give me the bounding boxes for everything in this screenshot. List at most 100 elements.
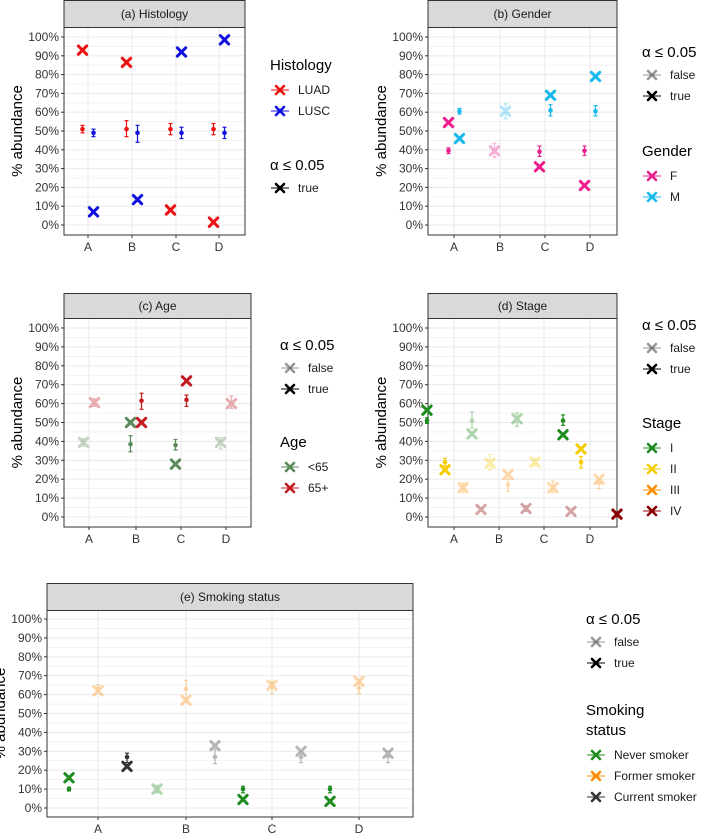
y-tick-label: 0% (42, 218, 60, 232)
legend-x-icon (274, 84, 286, 96)
observed-x-marker (76, 44, 89, 56)
y-tick-label: 50% (399, 124, 423, 138)
mean-point (183, 686, 189, 692)
legend-title: status (586, 722, 626, 739)
y-tick-label: 30% (399, 453, 423, 467)
point-group (169, 438, 182, 470)
legend-x-icon (646, 484, 658, 496)
y-tick-label: 100% (11, 612, 42, 626)
point-group (353, 675, 365, 695)
panel-title: (d) Stage (498, 299, 548, 313)
observed-x-marker (502, 468, 514, 481)
x-tick-label: C (541, 240, 550, 254)
mean-point (548, 108, 553, 113)
legend-title: Gender (642, 143, 692, 160)
legend: α ≤ 0.05 false true Age<65 65+ (280, 337, 334, 495)
mean-point (487, 460, 493, 466)
legend-x-icon (646, 363, 658, 375)
sig-legend-title: α ≤ 0.05 (642, 44, 696, 61)
legend-x-icon (590, 791, 602, 803)
y-tick-label: 90% (35, 49, 59, 63)
observed-x-marker (488, 145, 501, 157)
mean-point (582, 148, 587, 154)
mean-point (222, 130, 227, 136)
y-tick-label: 40% (35, 143, 59, 157)
y-tick-label: 70% (399, 378, 423, 392)
y-tick-label: 20% (18, 763, 42, 777)
observed-x-marker (175, 46, 188, 58)
y-axis-label: % abundance (9, 377, 26, 469)
mean-point (298, 754, 304, 760)
legend-x-icon (274, 105, 286, 117)
point-group (225, 395, 238, 410)
observed-x-marker (353, 675, 365, 688)
observed-x-marker (266, 679, 278, 691)
y-tick-label: 30% (399, 162, 423, 176)
legend-x-icon (646, 442, 658, 454)
legend-item-label: <65 (308, 460, 329, 474)
sig-legend-item: false (670, 341, 696, 355)
x-tick-label: D (215, 240, 224, 254)
y-tick-label: 70% (35, 86, 59, 100)
y-tick-label: 70% (35, 378, 59, 392)
y-tick-label: 90% (399, 49, 423, 63)
mean-point (550, 484, 556, 490)
mean-point (385, 753, 391, 759)
point-group (218, 34, 231, 140)
observed-x-marker (92, 685, 104, 697)
point-group (502, 468, 514, 493)
observed-x-marker (611, 508, 623, 520)
point-group (511, 412, 523, 427)
legend-item-label: 65+ (308, 481, 328, 495)
mean-point (593, 108, 598, 114)
observed-x-marker (529, 456, 541, 468)
y-tick-label: 80% (18, 650, 42, 664)
mean-point (560, 418, 566, 423)
observed-x-marker (499, 105, 512, 117)
y-tick-label: 60% (399, 397, 423, 411)
legend-item-label: F (670, 169, 677, 183)
y-tick-label: 30% (18, 744, 42, 758)
observed-x-marker (169, 458, 182, 470)
panel-title: (a) Histology (121, 7, 188, 21)
legend: α ≤ 0.05 false true Smoking status Never smok… (586, 611, 697, 804)
point-group (88, 396, 101, 409)
point-group (533, 145, 546, 173)
observed-x-marker (77, 436, 90, 449)
point-group (575, 443, 587, 469)
y-tick-label: 30% (35, 453, 59, 467)
point-group (475, 503, 487, 516)
y-tick-label: 100% (28, 30, 59, 44)
mean-point (66, 786, 72, 792)
observed-x-marker (124, 416, 137, 429)
y-axis-label: % abundance (0, 668, 9, 760)
x-tick-label: B (182, 822, 190, 836)
mean-point (269, 684, 275, 690)
mean-point (568, 509, 574, 514)
observed-x-marker (565, 505, 577, 518)
legend-title: Smoking (586, 702, 644, 719)
panel-strip (46, 583, 414, 611)
sig-legend-item: true (298, 181, 319, 195)
x-tick-label: B (132, 532, 140, 546)
panel-5: (e) Smoking status 0% 10% 20% 30% 40% 50% 60% 70… (0, 583, 697, 836)
observed-x-marker (151, 783, 163, 795)
legend-x-icon (646, 69, 658, 81)
mean-point (578, 459, 584, 465)
y-tick-label: 0% (406, 510, 424, 524)
point-group (135, 392, 148, 429)
y-tick-label: 60% (18, 688, 42, 702)
observed-x-marker (207, 216, 220, 228)
mean-point (503, 108, 508, 114)
panel-title: (c) Age (138, 299, 176, 313)
observed-x-marker (324, 795, 336, 808)
panel-title: (e) Smoking status (180, 590, 280, 604)
y-axis-label: % abundance (373, 377, 390, 469)
y-tick-label: 10% (399, 491, 423, 505)
y-tick-label: 80% (35, 68, 59, 82)
y-tick-label: 10% (18, 782, 42, 796)
observed-x-marker (511, 413, 523, 425)
y-tick-label: 20% (35, 180, 59, 194)
point-group (578, 145, 591, 192)
